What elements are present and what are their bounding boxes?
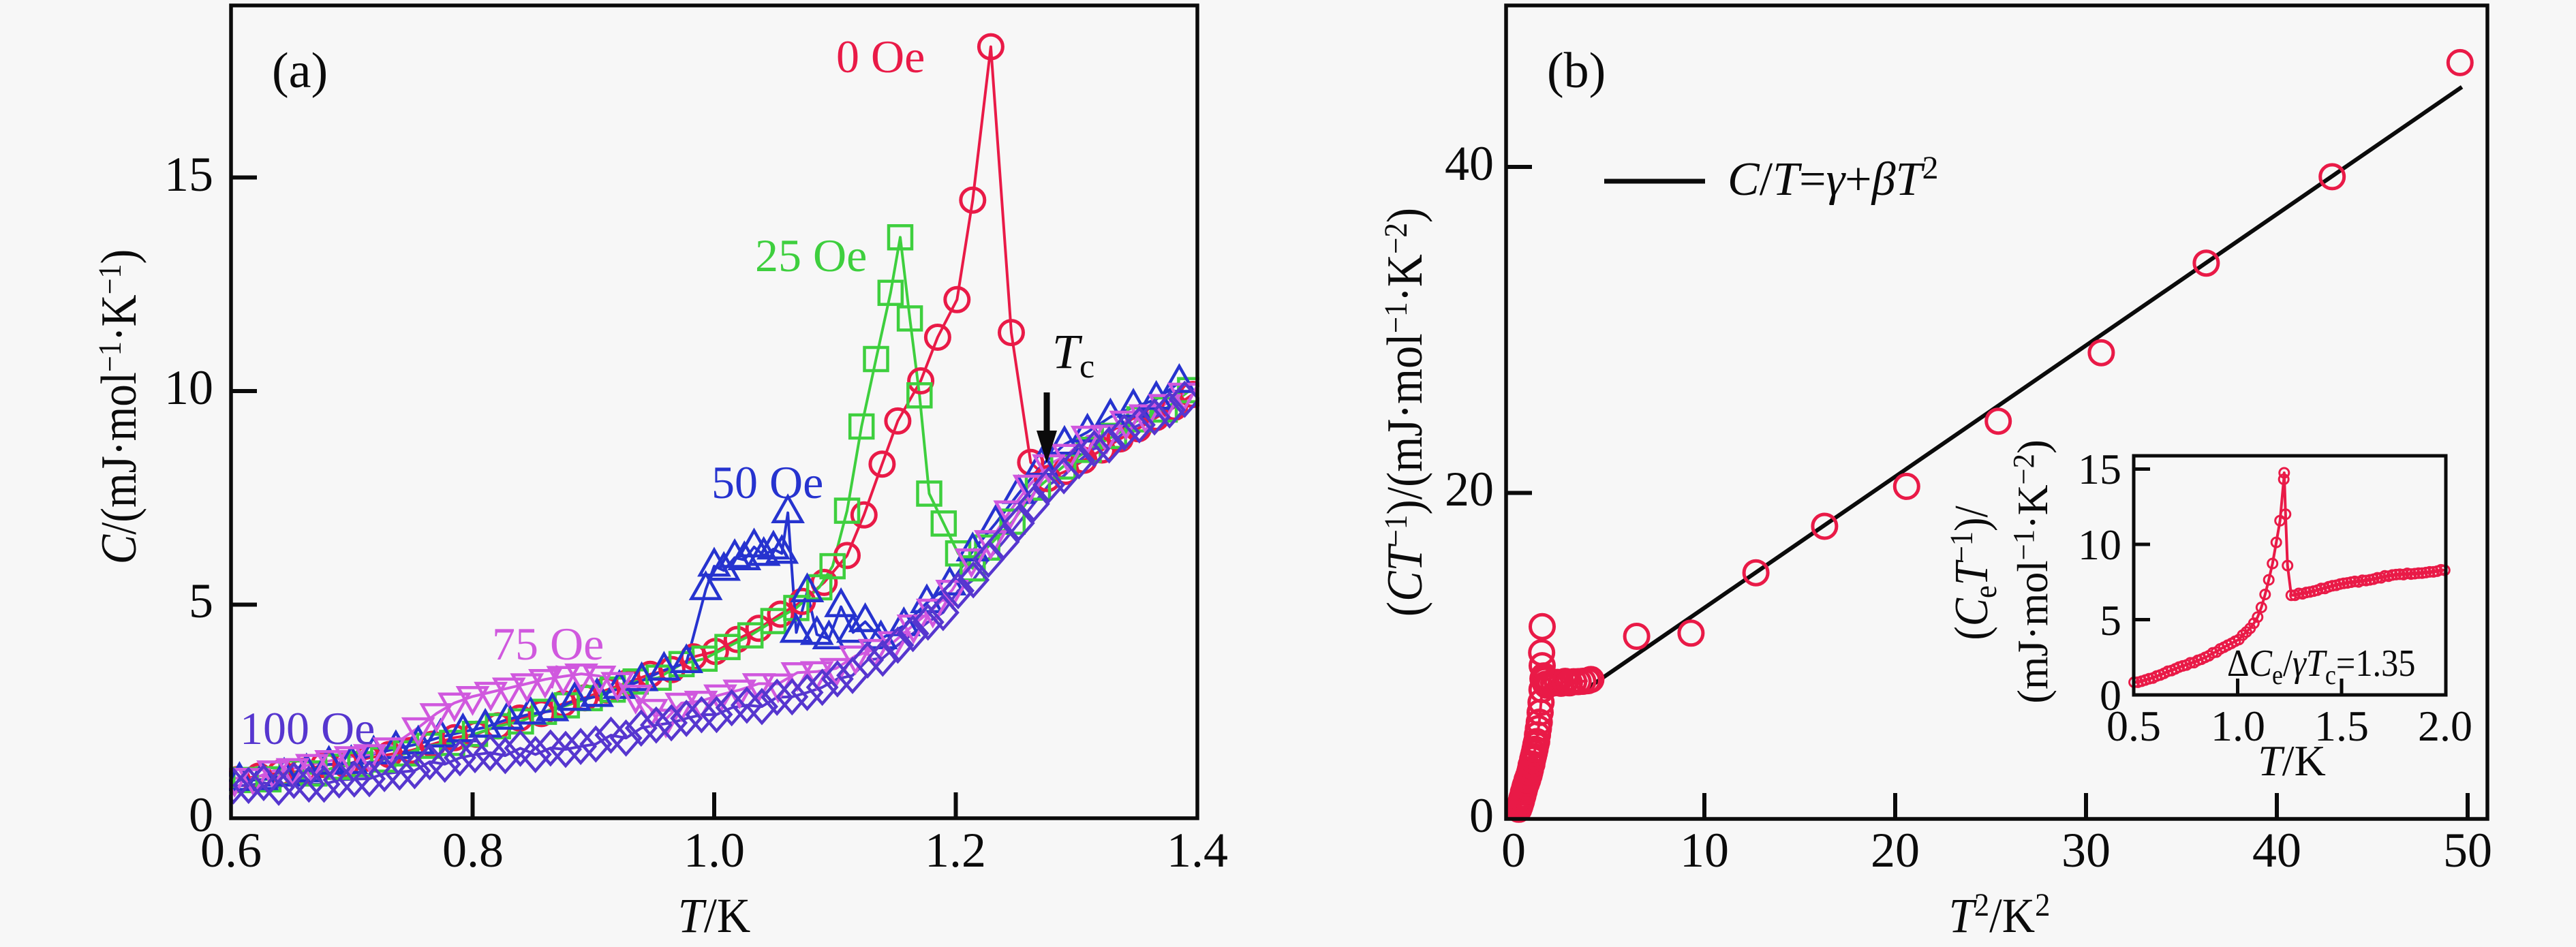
svg-text:20: 20 <box>1871 823 1920 878</box>
svg-text:1.0: 1.0 <box>684 823 745 878</box>
svg-text:5: 5 <box>189 574 213 628</box>
svg-text:10: 10 <box>164 360 213 415</box>
svg-text:5: 5 <box>2100 596 2121 645</box>
svg-text:15: 15 <box>2078 445 2121 493</box>
svg-text:50 Oe: 50 Oe <box>711 456 823 508</box>
svg-text:(a): (a) <box>272 43 328 99</box>
svg-text:1.4: 1.4 <box>1167 823 1228 878</box>
svg-text:Tc: Tc <box>1052 324 1094 385</box>
svg-text:(CT−1)/(mJ·mol−1·K−2): (CT−1)/(mJ·mol−1·K−2) <box>1377 208 1433 617</box>
svg-text:100 Oe: 100 Oe <box>240 702 375 754</box>
svg-text:20: 20 <box>1445 462 1494 516</box>
svg-text:0: 0 <box>2100 671 2121 719</box>
svg-text:C/(mJ·mol−1·K−1): C/(mJ·mol−1·K−1) <box>91 249 147 564</box>
svg-text:C/T=γ+βT2: C/T=γ+βT2 <box>1728 150 1938 206</box>
svg-text:40: 40 <box>1445 136 1494 191</box>
svg-text:(mJ·mol−1·K−2): (mJ·mol−1·K−2) <box>2007 439 2057 703</box>
svg-text:2.0: 2.0 <box>2418 702 2472 750</box>
svg-text:40: 40 <box>2252 823 2301 878</box>
svg-text:0: 0 <box>189 788 213 842</box>
svg-text:1.5: 1.5 <box>2314 702 2369 750</box>
svg-text:75 Oe: 75 Oe <box>492 618 604 670</box>
svg-text:50: 50 <box>2443 823 2492 878</box>
svg-text:1.0: 1.0 <box>2211 702 2265 750</box>
svg-text:(b): (b) <box>1547 43 1606 99</box>
svg-text:1.2: 1.2 <box>925 823 986 878</box>
svg-text:(CeT−1)/: (CeT−1)/ <box>1944 506 2004 640</box>
svg-text:0: 0 <box>1501 823 1526 878</box>
svg-text:0.5: 0.5 <box>2106 702 2161 750</box>
svg-text:30: 30 <box>2061 823 2111 878</box>
svg-text:15: 15 <box>164 147 213 202</box>
svg-text:10: 10 <box>1680 823 1729 878</box>
svg-text:0: 0 <box>1469 788 1494 843</box>
svg-text:T/K: T/K <box>678 888 750 943</box>
svg-text:0.6: 0.6 <box>200 823 262 878</box>
svg-text:25 Oe: 25 Oe <box>755 230 867 281</box>
svg-text:0 Oe: 0 Oe <box>836 31 925 82</box>
svg-text:0.8: 0.8 <box>442 823 504 878</box>
svg-text:T/K: T/K <box>2258 736 2326 785</box>
svg-text:T2/K2: T2/K2 <box>1949 888 2051 944</box>
svg-text:ΔCe/γTc=1.35: ΔCe/γTc=1.35 <box>2227 642 2416 691</box>
svg-text:10: 10 <box>2078 521 2121 569</box>
